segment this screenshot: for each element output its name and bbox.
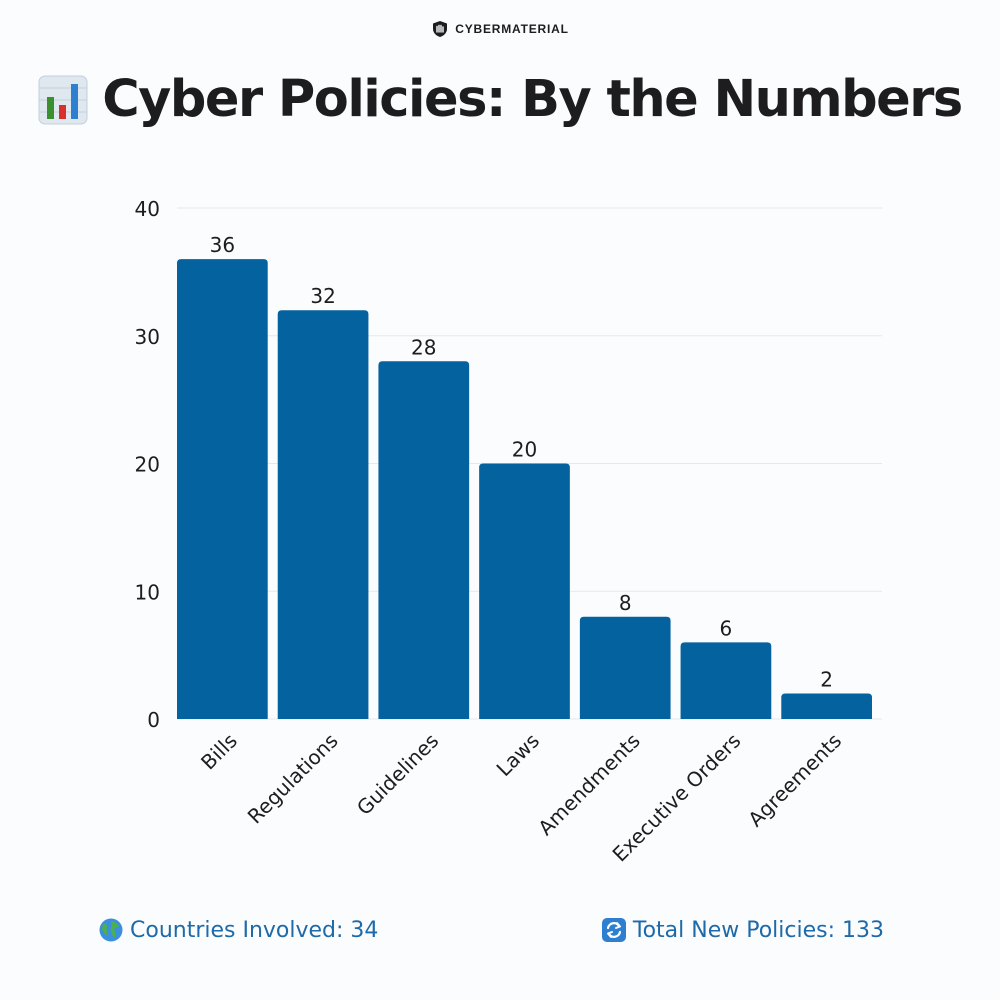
bar-executive-orders [680, 642, 772, 719]
countries-involved-text: Countries Involved: 34 [130, 917, 379, 943]
bar-amendments [579, 616, 671, 719]
bar-chart-emoji-icon [38, 75, 88, 124]
x-tick-label: Agreements [743, 729, 846, 832]
bar-bills [177, 259, 268, 719]
bar-regulations [277, 310, 369, 719]
title-row: Cyber Policies: By the Numbers [0, 70, 1000, 129]
arrows-cycle-icon [601, 918, 626, 942]
x-tick-label: Bills [196, 729, 242, 775]
y-tick-label: 30 [135, 325, 160, 349]
page-title: Cyber Policies: By the Numbers [102, 70, 963, 129]
footer-total: Total New Policies: 133 [601, 912, 884, 948]
x-tick-label: Laws [492, 729, 544, 781]
x-tick-label: Amendments [533, 729, 644, 840]
x-tick-label: Regulations [243, 729, 343, 829]
bar-laws [479, 463, 570, 719]
data-label: 6 [720, 616, 733, 640]
footer-countries: Countries Involved: 34 [98, 912, 378, 948]
x-tick-label: Guidelines [352, 729, 443, 820]
y-tick-label: 20 [135, 453, 160, 477]
bar-agreements [781, 693, 872, 719]
data-label: 36 [210, 233, 235, 257]
globe-icon [99, 918, 123, 942]
data-label: 20 [512, 438, 537, 462]
data-label: 32 [310, 284, 335, 308]
y-tick-label: 40 [135, 197, 160, 221]
data-label: 28 [411, 335, 436, 359]
y-tick-label: 0 [147, 708, 160, 732]
total-new-policies-text: Total New Policies: 133 [632, 917, 884, 943]
data-label: 8 [619, 591, 632, 615]
bar-guidelines [378, 361, 470, 719]
brand-logo: CYBERMATERIAL [0, 20, 1000, 38]
data-label: 2 [820, 667, 833, 691]
shield-hand-icon [433, 21, 448, 37]
y-tick-label: 10 [135, 580, 160, 604]
brand-name: CYBERMATERIAL [455, 22, 569, 36]
